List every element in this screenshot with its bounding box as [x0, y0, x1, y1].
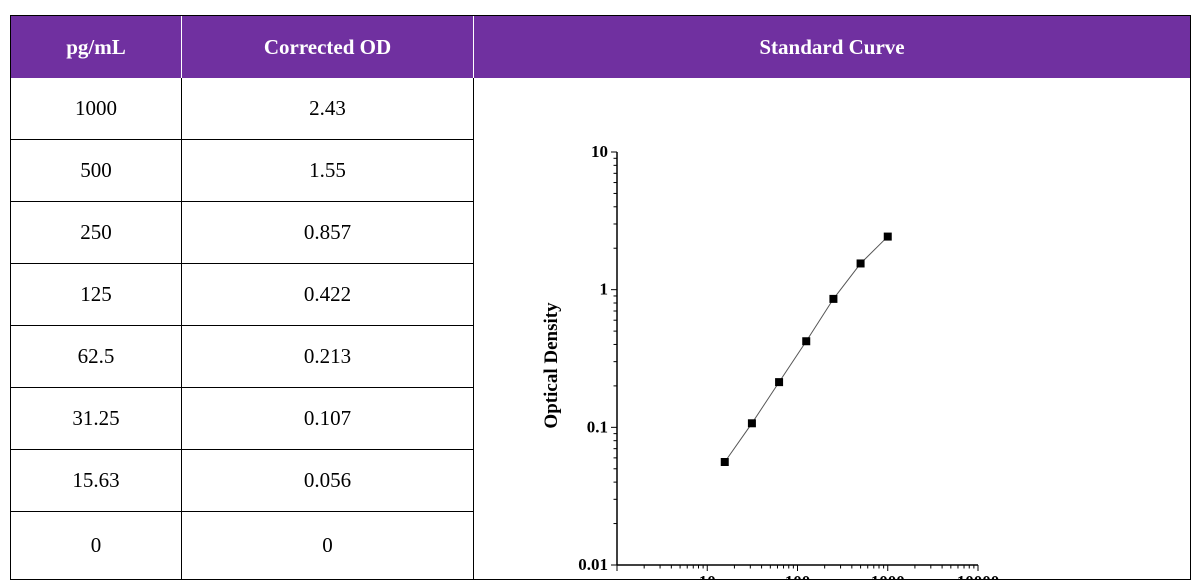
table-cell-concentration: 1000: [11, 78, 182, 140]
data-point: [720, 457, 729, 466]
data-point: [747, 419, 756, 428]
table-cell-od: 0.213: [182, 326, 474, 388]
table-cell-od: 0.107: [182, 388, 474, 450]
y-tick-label: 0.1: [587, 417, 608, 436]
table-cell-concentration: 500: [11, 140, 182, 202]
standard-curve-chart: 101001000100001010.10.01Human TnTf/TNNT3…: [474, 78, 1190, 585]
table-cell-od: 2.43: [182, 78, 474, 140]
table-cell-od: 0: [182, 512, 474, 579]
table-cell-concentration: 125: [11, 264, 182, 326]
x-tick-label: 10000: [957, 572, 1000, 579]
x-tick-label: 100: [785, 572, 811, 579]
y-tick-label: 10: [591, 142, 608, 161]
table-cell-concentration: 15.63: [11, 450, 182, 512]
table-cell-od: 0.056: [182, 450, 474, 512]
y-axis-label: Optical Density: [541, 302, 562, 429]
y-tick-label: 1: [600, 280, 609, 299]
data-point: [829, 294, 838, 303]
table-cell-concentration: 250: [11, 202, 182, 264]
table-cell-od: 1.55: [182, 140, 474, 202]
table-cell-concentration: 31.25: [11, 388, 182, 450]
data-point: [802, 337, 811, 346]
table-cell-concentration: 62.5: [11, 326, 182, 388]
x-tick-label: 10: [699, 572, 716, 579]
standard-curve-table: pg/mL Corrected OD Standard Curve 1000 2.…: [10, 15, 1191, 585]
data-point: [856, 259, 865, 268]
data-point: [883, 232, 892, 241]
header-standard-curve: Standard Curve: [474, 16, 1190, 78]
fit-curve: [724, 236, 889, 463]
table-cell-concentration: 0: [11, 512, 182, 579]
table-cell-od: 0.857: [182, 202, 474, 264]
table-cell-od: 0.422: [182, 264, 474, 326]
x-tick-label: 1000: [871, 572, 905, 579]
data-point: [775, 378, 784, 387]
y-tick-label: 0.01: [578, 555, 608, 574]
header-concentration: pg/mL: [11, 16, 182, 78]
header-corrected-od: Corrected OD: [182, 16, 474, 78]
chart-svg: 101001000100001010.10.01Human TnTf/TNNT3…: [541, 142, 1000, 585]
